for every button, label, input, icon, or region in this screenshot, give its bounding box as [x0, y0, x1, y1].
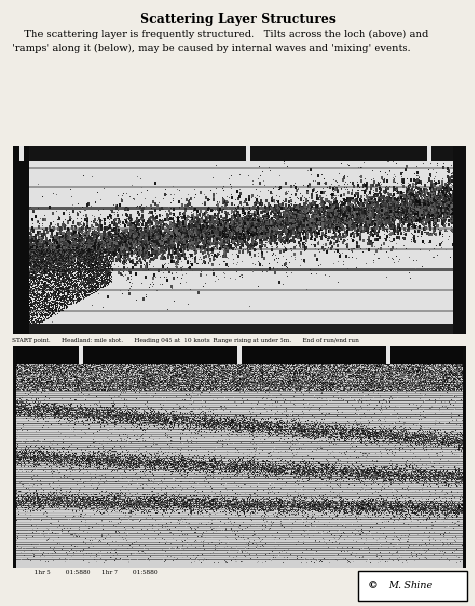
Text: START point.      Headland: mile shot.      Heading 045 at  10 knots  Range risi: START point. Headland: mile shot. Headin…: [12, 338, 359, 343]
Text: 1hr 5        01:5880      1hr 7        01:5880: 1hr 5 01:5880 1hr 7 01:5880: [12, 570, 158, 575]
Text: Scattering Layer Structures: Scattering Layer Structures: [140, 13, 335, 26]
Text: ©: ©: [368, 582, 378, 590]
FancyBboxPatch shape: [358, 571, 467, 601]
Text: 1hr 10'                                                                         : 1hr 10': [12, 351, 309, 356]
Text: M. Shine: M. Shine: [388, 582, 432, 590]
Text: The scattering layer is frequently structured.   Tilts across the loch (above) a: The scattering layer is frequently struc…: [18, 30, 428, 39]
Text: 'ramps' along it (below), may be caused by internal waves and 'mixing' events.: 'ramps' along it (below), may be caused …: [12, 44, 410, 53]
